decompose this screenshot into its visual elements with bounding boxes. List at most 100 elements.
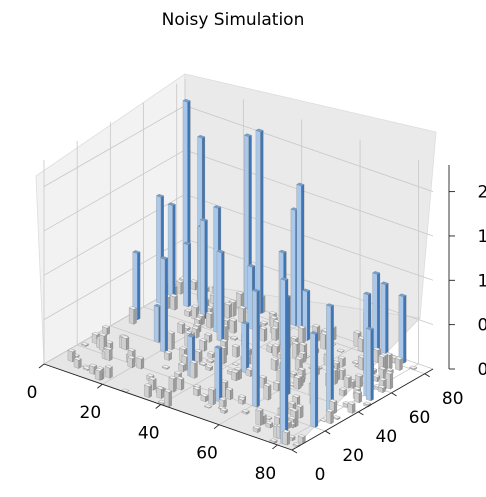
noise-bar-top <box>293 375 302 379</box>
noise-bar-front <box>156 387 162 399</box>
noise-bar-top <box>194 317 203 321</box>
noise-bar-top <box>347 401 356 405</box>
data-bar-top <box>187 333 196 338</box>
noise-bar-top <box>233 366 243 371</box>
data-bar-front <box>398 295 404 364</box>
z-tick-label: 2.0 <box>477 183 486 203</box>
noise-bar-top <box>292 394 301 398</box>
data-bar-side <box>219 346 223 403</box>
noise-bar-top <box>192 386 201 390</box>
noise-bar-front <box>259 327 265 342</box>
noise-bar-top <box>179 346 188 350</box>
noise-bar-top <box>252 425 261 430</box>
noise-bar-side <box>352 402 356 414</box>
data-bar-front <box>247 265 253 330</box>
noise-bar-side <box>302 326 306 344</box>
noise-bar-side <box>229 303 233 319</box>
noise-bar-side <box>132 357 136 369</box>
noise-bar-front <box>176 377 182 391</box>
noise-bar-front <box>293 376 299 390</box>
data-bar-side <box>246 322 250 374</box>
noise-bar-side <box>298 376 302 390</box>
noise-bar-top <box>94 367 103 372</box>
noise-bar-front <box>395 357 400 371</box>
data-bar-side <box>330 304 334 414</box>
noise-bar-top <box>259 326 268 330</box>
data-bar-side <box>377 272 381 355</box>
z-tick-label: 1.0 <box>477 271 486 291</box>
data-bar-front <box>255 130 261 314</box>
noise-bar-side <box>181 377 185 391</box>
noise-bar-top <box>177 321 186 325</box>
y-tick-label: 20 <box>342 446 364 466</box>
noise-bar-front <box>298 326 303 344</box>
noise-bar-front <box>189 361 195 379</box>
noise-bar-top <box>288 416 297 420</box>
noise-bar-top <box>329 399 338 403</box>
data-bar-side <box>204 219 208 320</box>
noise-bar-front <box>238 307 244 324</box>
noise-bar-top <box>291 341 300 345</box>
noise-bar-top <box>353 386 362 390</box>
noise-bar-top <box>196 313 205 317</box>
noise-bar-side <box>141 357 145 370</box>
noise-bar-top <box>189 360 198 364</box>
noise-bar-side <box>133 307 137 325</box>
noise-bar-front <box>270 358 276 371</box>
noise-bar-front <box>104 348 110 362</box>
noise-bar-front <box>272 344 278 358</box>
noise-bar-top <box>290 335 299 340</box>
noise-bar-top <box>231 344 240 348</box>
data-bar-front <box>366 328 372 402</box>
noise-bar-front <box>229 319 235 334</box>
data-bar-side <box>315 332 319 428</box>
data-bar-top <box>278 249 287 254</box>
noise-bar-top <box>204 332 213 336</box>
y-tick-label: 60 <box>409 408 431 428</box>
data-bar-top <box>214 345 223 349</box>
noise-bar-front <box>355 374 361 388</box>
data-bar-top <box>160 256 169 260</box>
noise-bar-front <box>164 390 170 408</box>
noise-bar-top <box>176 376 185 380</box>
y-tick-mark <box>391 392 397 397</box>
noise-bar-front <box>91 333 97 345</box>
noise-bar-top <box>200 393 209 397</box>
x-tick-mark <box>38 363 45 369</box>
noise-bar-front <box>67 350 73 363</box>
noise-bar-top <box>372 374 381 378</box>
noise-bar-side <box>210 312 214 329</box>
noise-bar-top <box>184 330 193 335</box>
noise-bar-top <box>338 387 347 391</box>
noise-bar-top <box>121 335 130 339</box>
data-bar-front <box>160 257 166 353</box>
noise-bar-front <box>358 356 364 371</box>
noise-bar-front <box>144 384 150 398</box>
noise-bar-top <box>231 369 240 374</box>
noise-bar-top <box>269 315 278 320</box>
noise-bar-top <box>332 360 341 364</box>
noise-bar-top <box>295 403 304 408</box>
data-bar-top <box>380 281 389 285</box>
noise-bar-top <box>384 352 393 356</box>
noise-bar-top <box>228 299 237 303</box>
noise-bar-top <box>378 366 387 370</box>
noise-bar-front <box>255 409 261 426</box>
noise-bar-top <box>91 331 100 336</box>
noise-bar-top <box>325 408 334 413</box>
noise-bar-top <box>268 311 277 315</box>
noise-bar-top <box>272 343 281 347</box>
noise-bar-top <box>297 367 306 371</box>
noise-bar-front <box>343 376 349 389</box>
noise-bar-side <box>275 327 279 341</box>
noise-bar-top <box>298 350 307 355</box>
noise-bar-top <box>312 323 321 328</box>
noise-bar-side <box>260 409 264 426</box>
noise-bar-top <box>299 342 308 346</box>
data-bar-side <box>187 243 191 308</box>
noise-bar-top <box>332 415 341 419</box>
noise-bar-top <box>238 305 247 310</box>
noise-bar-top <box>282 429 291 434</box>
noise-bar-top <box>353 330 362 334</box>
